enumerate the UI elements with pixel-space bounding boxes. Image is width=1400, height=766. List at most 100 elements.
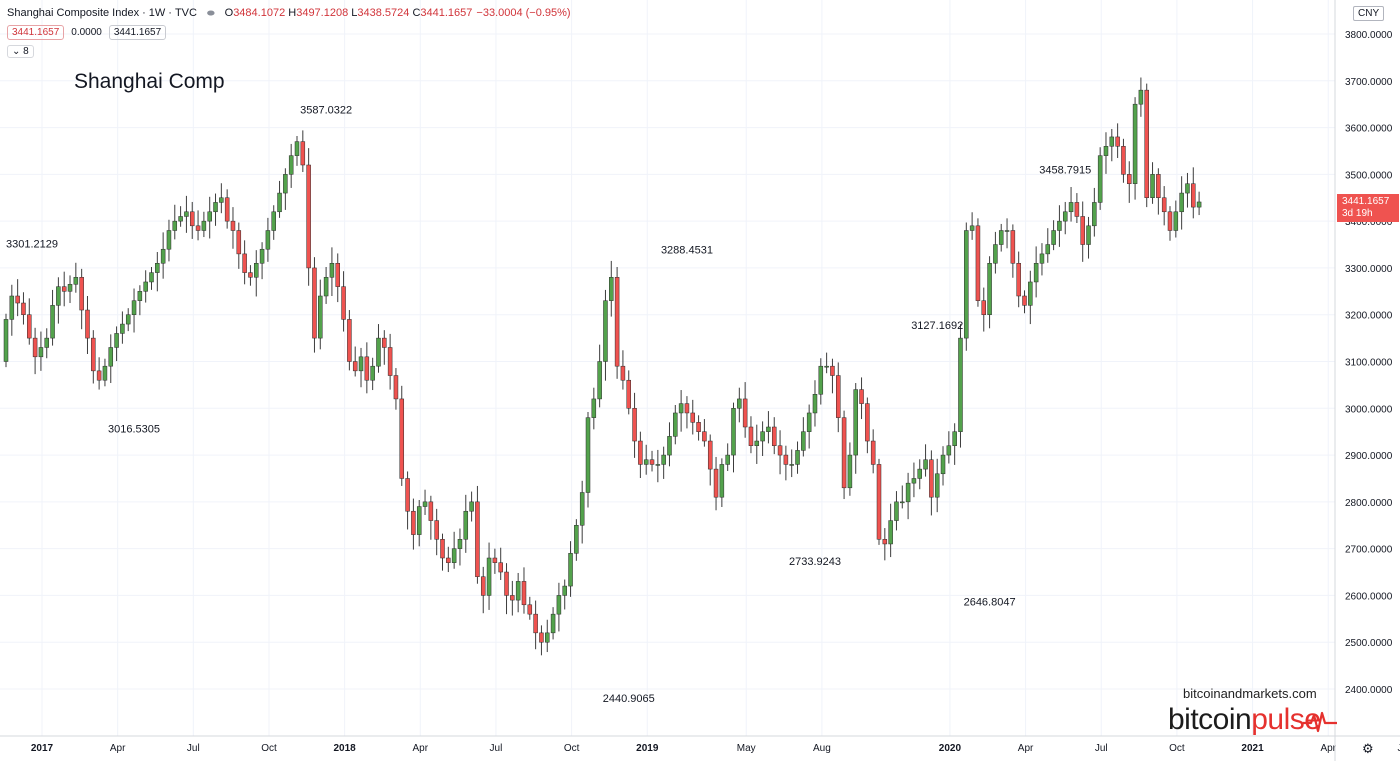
y-tick-label: 3200.0000 (1345, 311, 1393, 322)
y-tick-label: 2900.0000 (1345, 451, 1393, 462)
candle-down (434, 520, 439, 540)
x-tick-label: 2020 (939, 743, 962, 754)
candle-down (1191, 183, 1196, 208)
symbol-legend[interactable]: Shanghai Composite Index · 1W · TVC ⬬ O3… (7, 7, 571, 19)
chart-title: Shanghai Comp (74, 70, 225, 93)
change-value: −33.0004 (−0.95%) (476, 7, 571, 19)
candle-up (416, 506, 422, 535)
candle-up (1109, 136, 1115, 147)
ask-button[interactable]: 3441.1657 (108, 25, 167, 40)
candle-up (1039, 253, 1045, 264)
candle-up (1068, 202, 1074, 213)
market-status-icon: ⬬ (206, 7, 215, 18)
candle-down (771, 426, 777, 446)
y-tick-label: 2500.0000 (1345, 638, 1393, 649)
watermark-brand-a: bitcoin (1168, 703, 1252, 736)
candle-up (457, 539, 463, 549)
candle-up (934, 473, 940, 498)
candle-up (1086, 225, 1091, 245)
candle-down (783, 454, 789, 465)
candle-up (766, 426, 771, 432)
candle-down (480, 576, 486, 596)
candle-down (242, 253, 247, 273)
candle-up (667, 436, 672, 456)
candle-down (364, 356, 370, 381)
gear-icon[interactable]: ⚙ (1362, 741, 1374, 756)
candle-up (56, 286, 61, 306)
x-tick-label: Oct (1169, 743, 1185, 754)
y-tick-label: 2400.0000 (1345, 685, 1393, 696)
candle-up (1051, 230, 1056, 245)
candle-up (556, 595, 562, 615)
candle-down (1016, 263, 1021, 297)
symbol-name[interactable]: Shanghai Composite Index (7, 7, 140, 19)
open-value: 3484.1072 (233, 7, 286, 19)
low-value: 3438.5724 (357, 7, 410, 19)
candle-up (1028, 281, 1033, 306)
candle-down (684, 403, 690, 414)
x-tick-label: Apr (110, 743, 126, 754)
candle-up (114, 333, 119, 348)
currency-button[interactable]: CNY (1353, 6, 1385, 21)
candle-up (9, 295, 15, 320)
price-annotation: 2440.9065 (603, 693, 655, 705)
price-annotation: 3016.5305 (108, 424, 160, 436)
candle-up (597, 361, 602, 400)
candle-down (1022, 295, 1027, 306)
y-tick-label: 3700.0000 (1345, 77, 1393, 88)
candle-up (655, 464, 661, 466)
candle-down (777, 445, 783, 456)
y-tick-label: 3500.0000 (1345, 170, 1393, 181)
candle-down (85, 309, 90, 339)
ohlc-values: O3484.1072 H3497.1208 L3438.5724 C3441.1… (225, 7, 473, 19)
candle-down (440, 539, 445, 559)
candle-up (172, 220, 178, 231)
candle-up (213, 202, 218, 213)
candle-up (486, 557, 492, 596)
candle-down (347, 319, 352, 362)
candle-down (428, 501, 434, 521)
candle-up (143, 281, 148, 292)
candle-up (1179, 192, 1184, 213)
candle-down (341, 286, 346, 320)
candle-up (731, 408, 736, 456)
candle-down (96, 370, 102, 381)
candle-down (1080, 216, 1085, 245)
candle-up (824, 365, 829, 368)
candle-up (120, 323, 125, 334)
candle-up (254, 263, 259, 278)
candle-up (853, 389, 858, 456)
candle-up (463, 510, 469, 540)
candle-up (818, 365, 824, 395)
candle-up (102, 365, 108, 381)
candle-up (603, 300, 608, 362)
last-price-value: 3441.1657 (1342, 195, 1390, 207)
price-annotation: 3288.4531 (661, 244, 713, 256)
x-tick-label: Aug (813, 743, 831, 754)
x-tick-label: Jul (490, 743, 503, 754)
candle-up (422, 501, 428, 507)
indicators-toggle[interactable]: ⌄ 8 (7, 45, 34, 58)
candle-up (888, 520, 893, 545)
candle-down (498, 562, 503, 573)
interval-label[interactable]: 1W (148, 7, 166, 19)
candle-up (964, 230, 969, 339)
candle-up (1045, 244, 1051, 255)
candle-down (1144, 89, 1149, 198)
candle-down (614, 277, 620, 367)
y-tick-label: 2700.0000 (1345, 545, 1393, 556)
candle-down (696, 422, 701, 432)
candle-up (812, 394, 818, 414)
candle-up (318, 295, 323, 339)
candle-down (975, 225, 981, 301)
candle-down (859, 389, 864, 404)
candle-up (1138, 89, 1144, 105)
candle-up (184, 211, 189, 217)
y-tick-label: 3400.0000 (1345, 217, 1393, 228)
candle-up (678, 403, 684, 414)
bid-button[interactable]: 3441.1657 (7, 25, 65, 40)
candle-up (207, 211, 212, 222)
